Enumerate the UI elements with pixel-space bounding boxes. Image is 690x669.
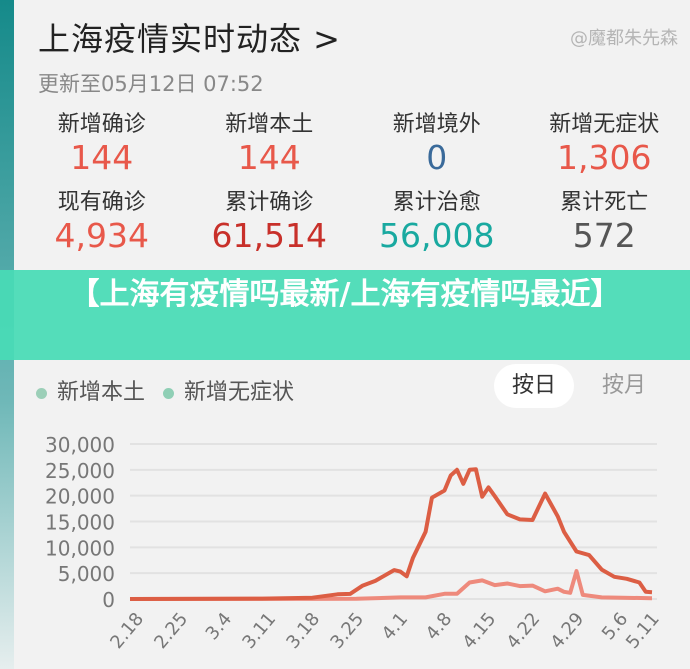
stat-item: 新增本土 144	[186, 112, 354, 178]
stat-label: 新增境外	[392, 112, 481, 137]
stat-value: 0	[426, 138, 448, 177]
watermark: @魔都朱先森	[570, 28, 678, 49]
stat-label: 新增确诊	[57, 112, 146, 137]
stat-value: 1,306	[557, 138, 652, 177]
by-day-button[interactable]: 按日	[494, 364, 574, 408]
legend-dot	[163, 387, 175, 399]
y-tick-label: 15,000	[45, 511, 115, 535]
stat-value: 572	[572, 216, 636, 255]
legend-item-local[interactable]: 新增本土	[36, 374, 145, 406]
period-toggle: 按日 按月	[494, 364, 664, 408]
y-tick-label: 20,000	[45, 485, 115, 509]
stat-item: 新增无症状 1,306	[521, 112, 689, 178]
stat-label: 现有确诊	[57, 190, 146, 215]
legend-dot	[36, 387, 47, 399]
x-tick-label: 2.25	[150, 609, 192, 653]
overlay-banner: 【上海有疫情吗最新/上海有疫情吗最近】	[0, 270, 690, 360]
stat-item: 现有确诊 4,934	[18, 190, 186, 256]
series-line-0	[129, 569, 653, 601]
updated-time: 更新至05月12日 07:52	[38, 72, 264, 96]
stat-label: 累计确诊	[225, 190, 314, 215]
stat-label: 新增本土	[225, 112, 314, 137]
y-tick-label: 0	[102, 588, 115, 612]
stat-label: 新增无症状	[549, 112, 660, 137]
legend-label: 新增本土	[57, 380, 146, 405]
x-tick-label: 3.4	[202, 609, 236, 644]
x-tick-label: 3.18	[282, 609, 324, 653]
x-tick-label: 5.11	[622, 609, 664, 653]
stat-label: 累计死亡	[560, 190, 649, 215]
stat-item: 新增境外 0	[353, 112, 521, 178]
y-tick-label: 10,000	[45, 536, 115, 560]
x-tick-label: 2.18	[106, 609, 148, 653]
y-tick-label: 5,000	[58, 562, 115, 586]
x-tick-label: 3.11	[238, 609, 280, 653]
legend-label: 新增无症状	[184, 380, 295, 405]
page-title[interactable]: 上海疫情实时动态 >	[38, 20, 341, 58]
x-tick-label: 4.1	[378, 609, 412, 644]
series-line-1	[129, 467, 653, 601]
stat-item: 累计死亡 572	[521, 190, 689, 256]
x-tick-label: 4.29	[547, 609, 589, 653]
stat-item: 累计治愈 56,008	[353, 190, 521, 256]
stats-grid: 新增确诊 144 新增本土 144 新增境外 0 新增无症状 1,306 现有确诊 4,934 累计…	[18, 112, 688, 256]
chart-legend: 新增本土 新增无症状	[36, 374, 294, 406]
stat-value: 61,514	[211, 216, 327, 255]
y-tick-label: 25,000	[45, 459, 115, 483]
stat-label: 累计治愈	[392, 190, 481, 215]
x-tick-label: 4.8	[422, 609, 456, 644]
stat-value: 144	[70, 138, 134, 177]
stat-value: 144	[237, 138, 301, 177]
y-tick-label: 30,000	[45, 433, 115, 457]
x-tick-label: 4.15	[458, 609, 500, 653]
x-tick-label: 3.25	[326, 609, 368, 653]
stat-value: 56,008	[379, 216, 495, 255]
stat-item: 新增确诊 144	[18, 112, 186, 178]
stat-item: 累计确诊 61,514	[186, 190, 354, 256]
by-month-button[interactable]: 按月	[601, 373, 646, 398]
stat-value: 4,934	[54, 216, 149, 255]
x-tick-label: 4.22	[502, 609, 544, 653]
legend-item-asymptomatic[interactable]: 新增无症状	[163, 374, 294, 406]
